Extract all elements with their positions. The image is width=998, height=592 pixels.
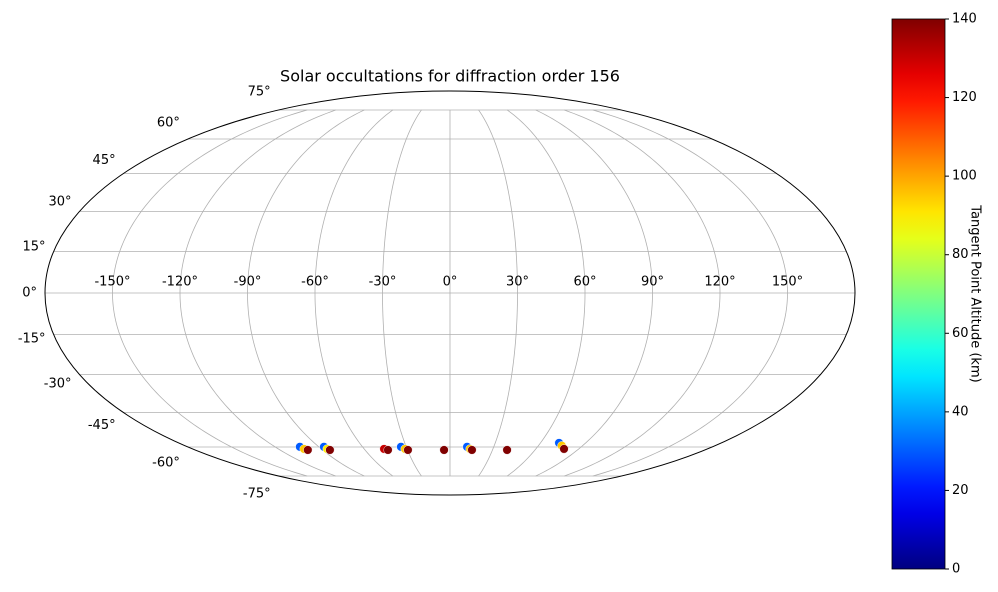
x-tick-label: -30° (369, 275, 397, 290)
colorbar-tick-label: 20 (952, 483, 969, 498)
point (467, 445, 477, 455)
y-tick-label: -30° (44, 376, 72, 391)
point (502, 445, 512, 455)
y-tick-label: 15° (23, 239, 46, 254)
y-tick-label: -75° (243, 486, 271, 501)
colorbar-tick-label: 80 (952, 247, 969, 262)
y-tick-label: 30° (48, 195, 71, 210)
y-tick-label: -60° (152, 456, 180, 471)
chart-title: Solar occultations for diffraction order… (280, 67, 620, 86)
map-boundary (44, 90, 856, 496)
point (439, 445, 449, 455)
x-tick-label: -90° (234, 275, 262, 290)
colorbar (891, 18, 946, 570)
y-tick-label: -15° (18, 332, 46, 347)
point (303, 445, 313, 455)
point (325, 445, 335, 455)
y-tick-label: 60° (157, 115, 180, 130)
point (383, 445, 393, 455)
y-tick-label: -45° (88, 418, 116, 433)
y-tick-label: 0° (22, 286, 37, 301)
x-tick-label: -60° (301, 275, 329, 290)
x-tick-label: 90° (641, 275, 664, 290)
y-tick-label: 75° (248, 85, 271, 100)
colorbar-tick-label: 120 (952, 90, 977, 105)
x-tick-label: -150° (94, 275, 130, 290)
x-tick-label: 60° (573, 275, 596, 290)
x-tick-label: 0° (443, 275, 458, 290)
x-tick-label: 30° (506, 275, 529, 290)
colorbar-tick-label: 140 (952, 12, 977, 27)
colorbar-tick-label: 100 (952, 169, 977, 184)
x-tick-label: 150° (772, 275, 803, 290)
point (559, 444, 569, 454)
colorbar-tick-label: 40 (952, 404, 969, 419)
x-tick-label: 120° (704, 275, 735, 290)
y-tick-label: 45° (93, 153, 116, 168)
colorbar-tick-label: 0 (952, 562, 960, 577)
colorbar-tick-label: 60 (952, 326, 969, 341)
point (403, 445, 413, 455)
colorbar-label: Tangent Point Altitude (km) (968, 204, 983, 382)
x-tick-label: -120° (162, 275, 198, 290)
